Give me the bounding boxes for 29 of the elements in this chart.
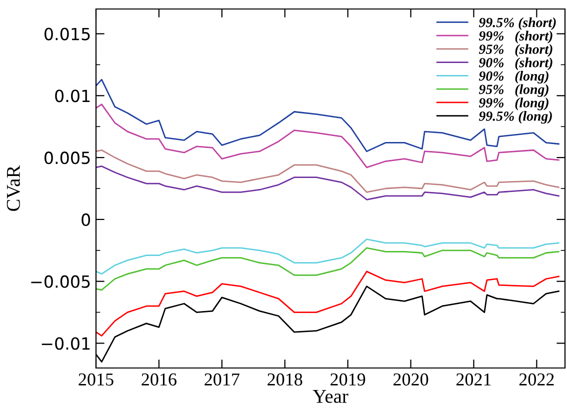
legend-label: 99.5% (short) <box>478 17 556 30</box>
x-tick-label: 2018 <box>268 373 302 386</box>
legend-label: 95% (long) <box>478 84 548 97</box>
legend-label: 90% (long) <box>478 70 548 84</box>
x-tick-label: 2015 <box>78 373 114 386</box>
legend-label: 99% (long) <box>478 98 548 110</box>
x-tick-label: 2019 <box>330 373 366 386</box>
line-series <box>96 247 560 291</box>
line-series <box>96 166 560 200</box>
legend-label: 99% (short) <box>478 30 552 44</box>
x-tick-label: 2016 <box>142 373 176 386</box>
y-axis-title: CVaR <box>6 165 20 211</box>
y-tick-label: 0.015 <box>44 28 90 40</box>
x-tick-label: 2022 <box>519 373 554 386</box>
x-tick-label: 2021 <box>456 373 491 386</box>
y-tick-label: 0 <box>82 213 90 226</box>
x-tick-label: 2020 <box>394 373 428 386</box>
line-series <box>96 238 560 275</box>
y-tick-label: −0.005 <box>31 275 90 288</box>
legend-label: 90% (short) <box>478 58 552 70</box>
y-tick-label: 0.01 <box>55 90 90 102</box>
line-series <box>96 270 560 337</box>
y-tick-label: −0.01 <box>42 337 90 350</box>
legend-label: 99.5% (long) <box>478 111 552 124</box>
legend-label: 95% (short) <box>478 44 552 57</box>
y-tick-label: 0.005 <box>44 152 90 164</box>
x-tick-label: 2017 <box>204 373 240 386</box>
x-axis-title: Year <box>312 390 348 403</box>
line-series <box>96 149 560 193</box>
